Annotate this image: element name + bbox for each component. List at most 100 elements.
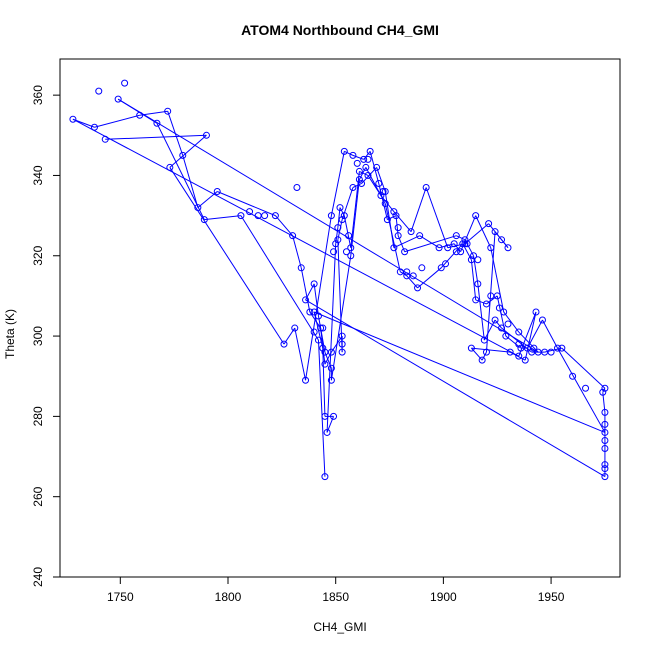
series-segment	[292, 235, 302, 268]
data-point	[330, 248, 338, 256]
data-point	[334, 224, 342, 232]
x-tick-label: 1800	[215, 590, 242, 604]
data-point	[521, 356, 529, 364]
data-point	[502, 332, 510, 340]
series-segment	[275, 215, 293, 237]
data-point	[487, 292, 495, 300]
data-point	[302, 296, 310, 304]
series-segment	[518, 331, 539, 353]
data-point	[338, 332, 346, 340]
series-segment	[464, 223, 489, 245]
data-point	[601, 473, 609, 481]
data-point	[327, 348, 335, 356]
data-point	[403, 268, 411, 276]
series-segment	[486, 295, 498, 305]
data-point	[317, 324, 325, 332]
data-point	[478, 356, 486, 364]
data-point	[334, 236, 342, 244]
data-point	[237, 212, 245, 220]
data-point	[463, 240, 471, 248]
series-segment	[217, 191, 276, 217]
data-point	[482, 300, 490, 308]
data-point	[200, 216, 208, 224]
series-segment	[240, 215, 319, 341]
data-point	[338, 348, 346, 356]
series-segment	[475, 215, 492, 248]
data-point	[95, 87, 103, 95]
data-point	[491, 316, 499, 324]
data-point	[457, 248, 465, 256]
data-point	[332, 240, 340, 248]
data-point	[485, 220, 493, 228]
data-point	[515, 340, 523, 348]
data-point	[532, 308, 540, 316]
x-tick-label: 1750	[107, 590, 134, 604]
series-segment	[456, 235, 466, 241]
data-point	[153, 119, 161, 127]
data-point	[487, 244, 495, 252]
data-point	[470, 252, 478, 260]
data-point	[360, 155, 368, 163]
data-point	[321, 360, 329, 368]
series-segment	[350, 179, 360, 256]
data-point	[327, 212, 335, 220]
series-segment	[440, 243, 464, 269]
series-segment	[400, 271, 408, 277]
data-point	[461, 236, 469, 244]
data-point	[90, 123, 98, 131]
series-segment	[350, 171, 360, 248]
data-point	[345, 232, 353, 240]
series-segment	[322, 348, 326, 417]
y-tick-label: 340	[31, 165, 45, 185]
y-axis-label: Theta (K)	[3, 309, 17, 359]
series-segment	[94, 114, 140, 128]
data-point	[319, 344, 327, 352]
data-point	[601, 445, 609, 453]
y-tick-label: 360	[31, 85, 45, 105]
data-point	[349, 183, 357, 191]
series-segment	[483, 319, 496, 341]
series-segment	[313, 283, 319, 317]
data-point	[101, 135, 109, 143]
series-segment	[341, 187, 354, 220]
data-point	[504, 244, 512, 252]
series-segment	[490, 247, 505, 313]
series-segment	[477, 283, 485, 341]
series-segment	[197, 191, 218, 208]
data-point	[390, 208, 398, 216]
series-segment	[169, 167, 285, 345]
series-segment	[417, 267, 442, 289]
data-point	[601, 428, 609, 436]
series-segment	[470, 259, 477, 300]
data-point	[340, 147, 348, 155]
data-point	[515, 352, 523, 360]
x-axis: 1750 1800 1850 1900 1950	[107, 576, 565, 604]
data-point	[547, 348, 555, 356]
data-point	[297, 264, 305, 272]
data-point	[498, 324, 506, 332]
series-segment	[305, 215, 332, 381]
series-segment	[117, 98, 539, 353]
series-segment	[326, 243, 337, 433]
y-axis: 240 260 280 300 320 340 360	[31, 85, 61, 587]
data-point	[500, 308, 508, 316]
data-point	[383, 216, 391, 224]
data-point	[422, 183, 430, 191]
data-point	[323, 428, 331, 436]
data-point	[293, 183, 301, 191]
data-point	[314, 336, 322, 344]
data-point	[491, 228, 499, 236]
data-point	[538, 316, 546, 324]
data-point	[377, 192, 385, 200]
series-segment	[367, 175, 382, 196]
data-point	[347, 244, 355, 252]
data-point	[394, 224, 402, 232]
data-point	[364, 155, 372, 163]
series-segment	[475, 299, 487, 305]
series-segment	[324, 351, 332, 365]
series-segment	[204, 215, 241, 221]
data-point	[114, 95, 122, 103]
data-point	[504, 320, 512, 328]
data-point	[534, 348, 542, 356]
